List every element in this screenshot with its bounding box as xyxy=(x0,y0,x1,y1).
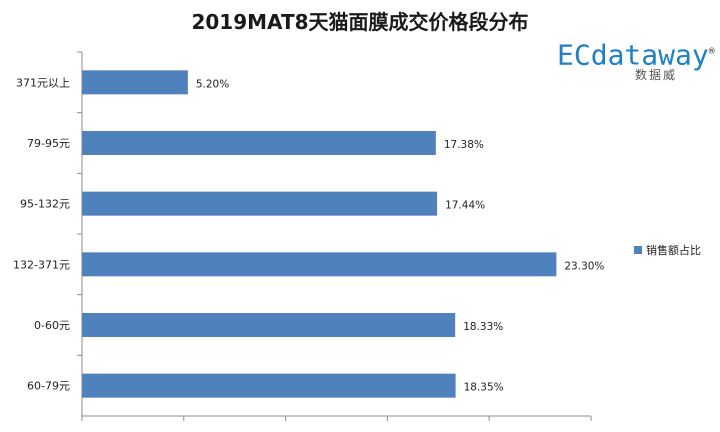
legend-swatch xyxy=(634,246,642,254)
legend: 销售额占比 xyxy=(634,242,701,258)
bar xyxy=(82,313,456,337)
data-label: 18.33% xyxy=(463,321,503,333)
logo-registered-mark: ® xyxy=(708,46,715,57)
bar xyxy=(82,191,438,216)
data-label: 17.44% xyxy=(445,200,485,212)
bar xyxy=(82,252,557,277)
y-tick-label: 371元以上 xyxy=(16,76,70,89)
logo-subtext: 数据威 xyxy=(635,68,678,82)
y-tick-label: 60-79元 xyxy=(27,380,70,393)
bar xyxy=(82,70,188,95)
bar xyxy=(82,373,456,398)
y-tick-label: 0-60元 xyxy=(34,319,70,332)
chart-title: 2019MAT8天猫面膜成交价格段分布 xyxy=(191,10,529,34)
y-tick-label: 79-95元 xyxy=(27,137,70,150)
data-label: 18.35% xyxy=(464,382,504,394)
y-tick-label: 132-371元 xyxy=(13,258,70,271)
data-label: 5.20% xyxy=(196,78,229,90)
data-label: 17.38% xyxy=(444,139,484,151)
bar xyxy=(82,131,436,155)
legend-label: 销售额占比 xyxy=(646,244,701,257)
data-label: 23.30% xyxy=(564,260,604,272)
ecdataway-logo: ECdataway® 数据威 xyxy=(557,38,717,88)
y-tick-label: 95-132元 xyxy=(20,198,70,211)
logo-text: ECdataway xyxy=(557,38,709,72)
